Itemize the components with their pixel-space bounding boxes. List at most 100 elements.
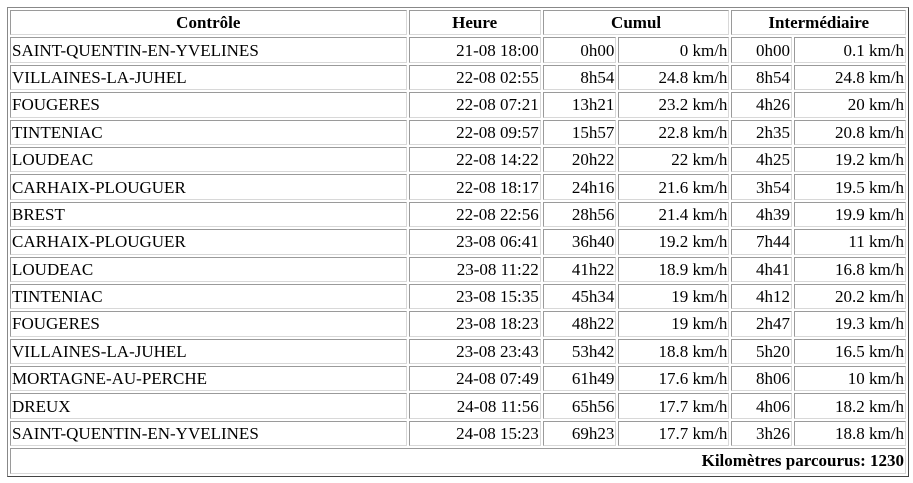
- inter-speed: 10 km/h: [793, 366, 906, 392]
- inter-speed: 20.2 km/h: [793, 283, 906, 310]
- inter-time: 4h06: [731, 393, 792, 419]
- checkpoint-time: 22-08 02:55: [408, 64, 541, 91]
- inter-time: 8h06: [731, 366, 792, 392]
- checkpoint-name: LOUDEAC: [10, 256, 407, 282]
- table-row: MORTAGNE-AU-PERCHE 24-08 07:49 61h49 17.6 k…: [10, 366, 906, 392]
- checkpoint-time: 21-08 18:00: [408, 37, 541, 63]
- cumul-speed: 0 km/h: [618, 37, 730, 63]
- inter-time: 5h20: [731, 338, 792, 365]
- checkpoint-time: 24-08 11:56: [408, 393, 541, 419]
- table-row: VILLAINES-LA-JUHEL 23-08 23:43 53h42 18.8 k…: [10, 338, 906, 365]
- header-intermediaire: Intermédiaire: [731, 10, 906, 36]
- checkpoint-time: 22-08 07:21: [408, 92, 541, 118]
- checkpoint-name: SAINT-QUENTIN-EN-YVELINES: [10, 37, 407, 63]
- cumul-time: 45h34: [542, 283, 617, 310]
- checkpoint-name: FOUGERES: [10, 92, 407, 118]
- checkpoint-time: 22-08 22:56: [408, 201, 541, 228]
- checkpoint-time: 23-08 23:43: [408, 338, 541, 365]
- table-row: BREST 22-08 22:56 28h56 21.4 km/h 4h39 19.9 k…: [10, 201, 906, 228]
- inter-time: 0h00: [731, 37, 792, 63]
- inter-time: 2h35: [731, 119, 792, 145]
- cumul-time: 53h42: [542, 338, 617, 365]
- cumul-time: 0h00: [542, 37, 617, 63]
- cumul-time: 13h21: [542, 92, 617, 118]
- total-distance: Kilomètres parcourus: 1230: [10, 448, 906, 474]
- cumul-speed: 22 km/h: [618, 146, 730, 173]
- inter-time: 4h12: [731, 283, 792, 310]
- checkpoint-time: 23-08 18:23: [408, 311, 541, 337]
- checkpoint-name: TINTENIAC: [10, 119, 407, 145]
- checkpoint-time: 22-08 18:17: [408, 174, 541, 200]
- cumul-speed: 19 km/h: [618, 283, 730, 310]
- checkpoint-name: FOUGERES: [10, 311, 407, 337]
- cumul-speed: 18.8 km/h: [618, 338, 730, 365]
- header-controle: Contrôle: [10, 10, 407, 36]
- table-row: TINTENIAC 22-08 09:57 15h57 22.8 km/h 2h35 20…: [10, 119, 906, 145]
- results-table: Contrôle Heure Cumul Intermédiaire SAINT…: [7, 7, 909, 477]
- inter-time: 7h44: [731, 229, 792, 255]
- checkpoint-name: VILLAINES-LA-JUHEL: [10, 338, 407, 365]
- cumul-speed: 21.6 km/h: [618, 174, 730, 200]
- inter-time: 8h54: [731, 64, 792, 91]
- cumul-time: 61h49: [542, 366, 617, 392]
- cumul-speed: 18.9 km/h: [618, 256, 730, 282]
- inter-speed: 16.8 km/h: [793, 256, 906, 282]
- checkpoint-name: SAINT-QUENTIN-EN-YVELINES: [10, 420, 407, 447]
- cumul-time: 65h56: [542, 393, 617, 419]
- checkpoint-time: 22-08 09:57: [408, 119, 541, 145]
- cumul-speed: 17.7 km/h: [618, 420, 730, 447]
- cumul-time: 20h22: [542, 146, 617, 173]
- cumul-speed: 22.8 km/h: [618, 119, 730, 145]
- cumul-speed: 21.4 km/h: [618, 201, 730, 228]
- cumul-speed: 17.6 km/h: [618, 366, 730, 392]
- cumul-speed: 24.8 km/h: [618, 64, 730, 91]
- inter-speed: 19.2 km/h: [793, 146, 906, 173]
- checkpoint-time: 24-08 07:49: [408, 366, 541, 392]
- inter-speed: 19.5 km/h: [793, 174, 906, 200]
- checkpoint-name: LOUDEAC: [10, 146, 407, 173]
- table-row: CARHAIX-PLOUGUER 23-08 06:41 36h40 19.2 km/…: [10, 229, 906, 255]
- table-row: FOUGERES 23-08 18:23 48h22 19 km/h 2h47 19.3 …: [10, 311, 906, 337]
- inter-time: 4h39: [731, 201, 792, 228]
- table-body: SAINT-QUENTIN-EN-YVELINES 21-08 18:00 0h00…: [10, 37, 906, 447]
- header-heure: Heure: [408, 10, 541, 36]
- checkpoint-name: CARHAIX-PLOUGUER: [10, 229, 407, 255]
- inter-speed: 18.2 km/h: [793, 393, 906, 419]
- cumul-time: 41h22: [542, 256, 617, 282]
- header-cumul: Cumul: [542, 10, 730, 36]
- footer-row: Kilomètres parcourus: 1230: [10, 448, 906, 474]
- inter-speed: 18.8 km/h: [793, 420, 906, 447]
- header-row: Contrôle Heure Cumul Intermédiaire: [10, 10, 906, 36]
- table-row: SAINT-QUENTIN-EN-YVELINES 21-08 18:00 0h00…: [10, 37, 906, 63]
- checkpoint-time: 23-08 06:41: [408, 229, 541, 255]
- table-row: VILLAINES-LA-JUHEL 22-08 02:55 8h54 24.8 km…: [10, 64, 906, 91]
- checkpoint-name: BREST: [10, 201, 407, 228]
- table-row: FOUGERES 22-08 07:21 13h21 23.2 km/h 4h26 20 …: [10, 92, 906, 118]
- cumul-time: 8h54: [542, 64, 617, 91]
- table-row: CARHAIX-PLOUGUER 22-08 18:17 24h16 21.6 km/…: [10, 174, 906, 200]
- inter-time: 3h54: [731, 174, 792, 200]
- cumul-time: 28h56: [542, 201, 617, 228]
- checkpoint-name: VILLAINES-LA-JUHEL: [10, 64, 407, 91]
- checkpoint-time: 23-08 11:22: [408, 256, 541, 282]
- inter-time: 4h25: [731, 146, 792, 173]
- checkpoint-name: TINTENIAC: [10, 283, 407, 310]
- table-row: DREUX 24-08 11:56 65h56 17.7 km/h 4h06 18.2 k…: [10, 393, 906, 419]
- cumul-time: 69h23: [542, 420, 617, 447]
- inter-speed: 19.9 km/h: [793, 201, 906, 228]
- cumul-time: 15h57: [542, 119, 617, 145]
- inter-speed: 11 km/h: [793, 229, 906, 255]
- cumul-time: 48h22: [542, 311, 617, 337]
- checkpoint-name: DREUX: [10, 393, 407, 419]
- cumul-speed: 23.2 km/h: [618, 92, 730, 118]
- inter-speed: 0.1 km/h: [793, 37, 906, 63]
- table-row: LOUDEAC 22-08 14:22 20h22 22 km/h 4h25 19.2 k…: [10, 146, 906, 173]
- cumul-speed: 17.7 km/h: [618, 393, 730, 419]
- inter-speed: 16.5 km/h: [793, 338, 906, 365]
- inter-speed: 20 km/h: [793, 92, 906, 118]
- table-row: LOUDEAC 23-08 11:22 41h22 18.9 km/h 4h41 16.8…: [10, 256, 906, 282]
- table-row: SAINT-QUENTIN-EN-YVELINES 24-08 15:23 69h2…: [10, 420, 906, 447]
- inter-time: 4h41: [731, 256, 792, 282]
- table-row: TINTENIAC 23-08 15:35 45h34 19 km/h 4h12 20.2…: [10, 283, 906, 310]
- inter-speed: 24.8 km/h: [793, 64, 906, 91]
